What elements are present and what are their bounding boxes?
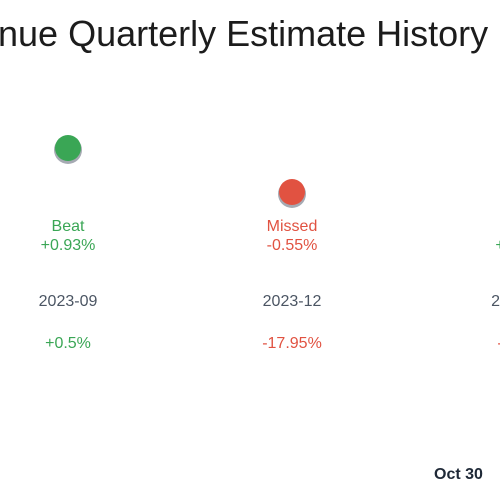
surprise-label-3: + <box>495 237 500 254</box>
growth-label-3: - <box>497 335 500 352</box>
surprise-label-2: -0.55% <box>267 237 318 254</box>
period-label-3: 20 <box>491 293 500 310</box>
estimate-dot-2 <box>279 179 305 205</box>
surprise-label-1: +0.93% <box>41 237 96 254</box>
chart-title: nue Quarterly Estimate History <box>0 13 488 54</box>
period-label-1: 2023-09 <box>39 293 98 310</box>
estimate-dot-1 <box>55 135 81 161</box>
growth-label-2: -17.95% <box>262 335 322 352</box>
status-label-1: Beat <box>52 218 85 235</box>
status-label-2: Missed <box>267 218 318 235</box>
footer-date: Oct 30 <box>434 466 483 483</box>
period-label-2: 2023-12 <box>263 293 322 310</box>
growth-label-1: +0.5% <box>45 335 91 352</box>
points-layer: Beat +0.93% 2023-09 +0.5% Missed -0.55% 2023-1… <box>39 135 500 352</box>
